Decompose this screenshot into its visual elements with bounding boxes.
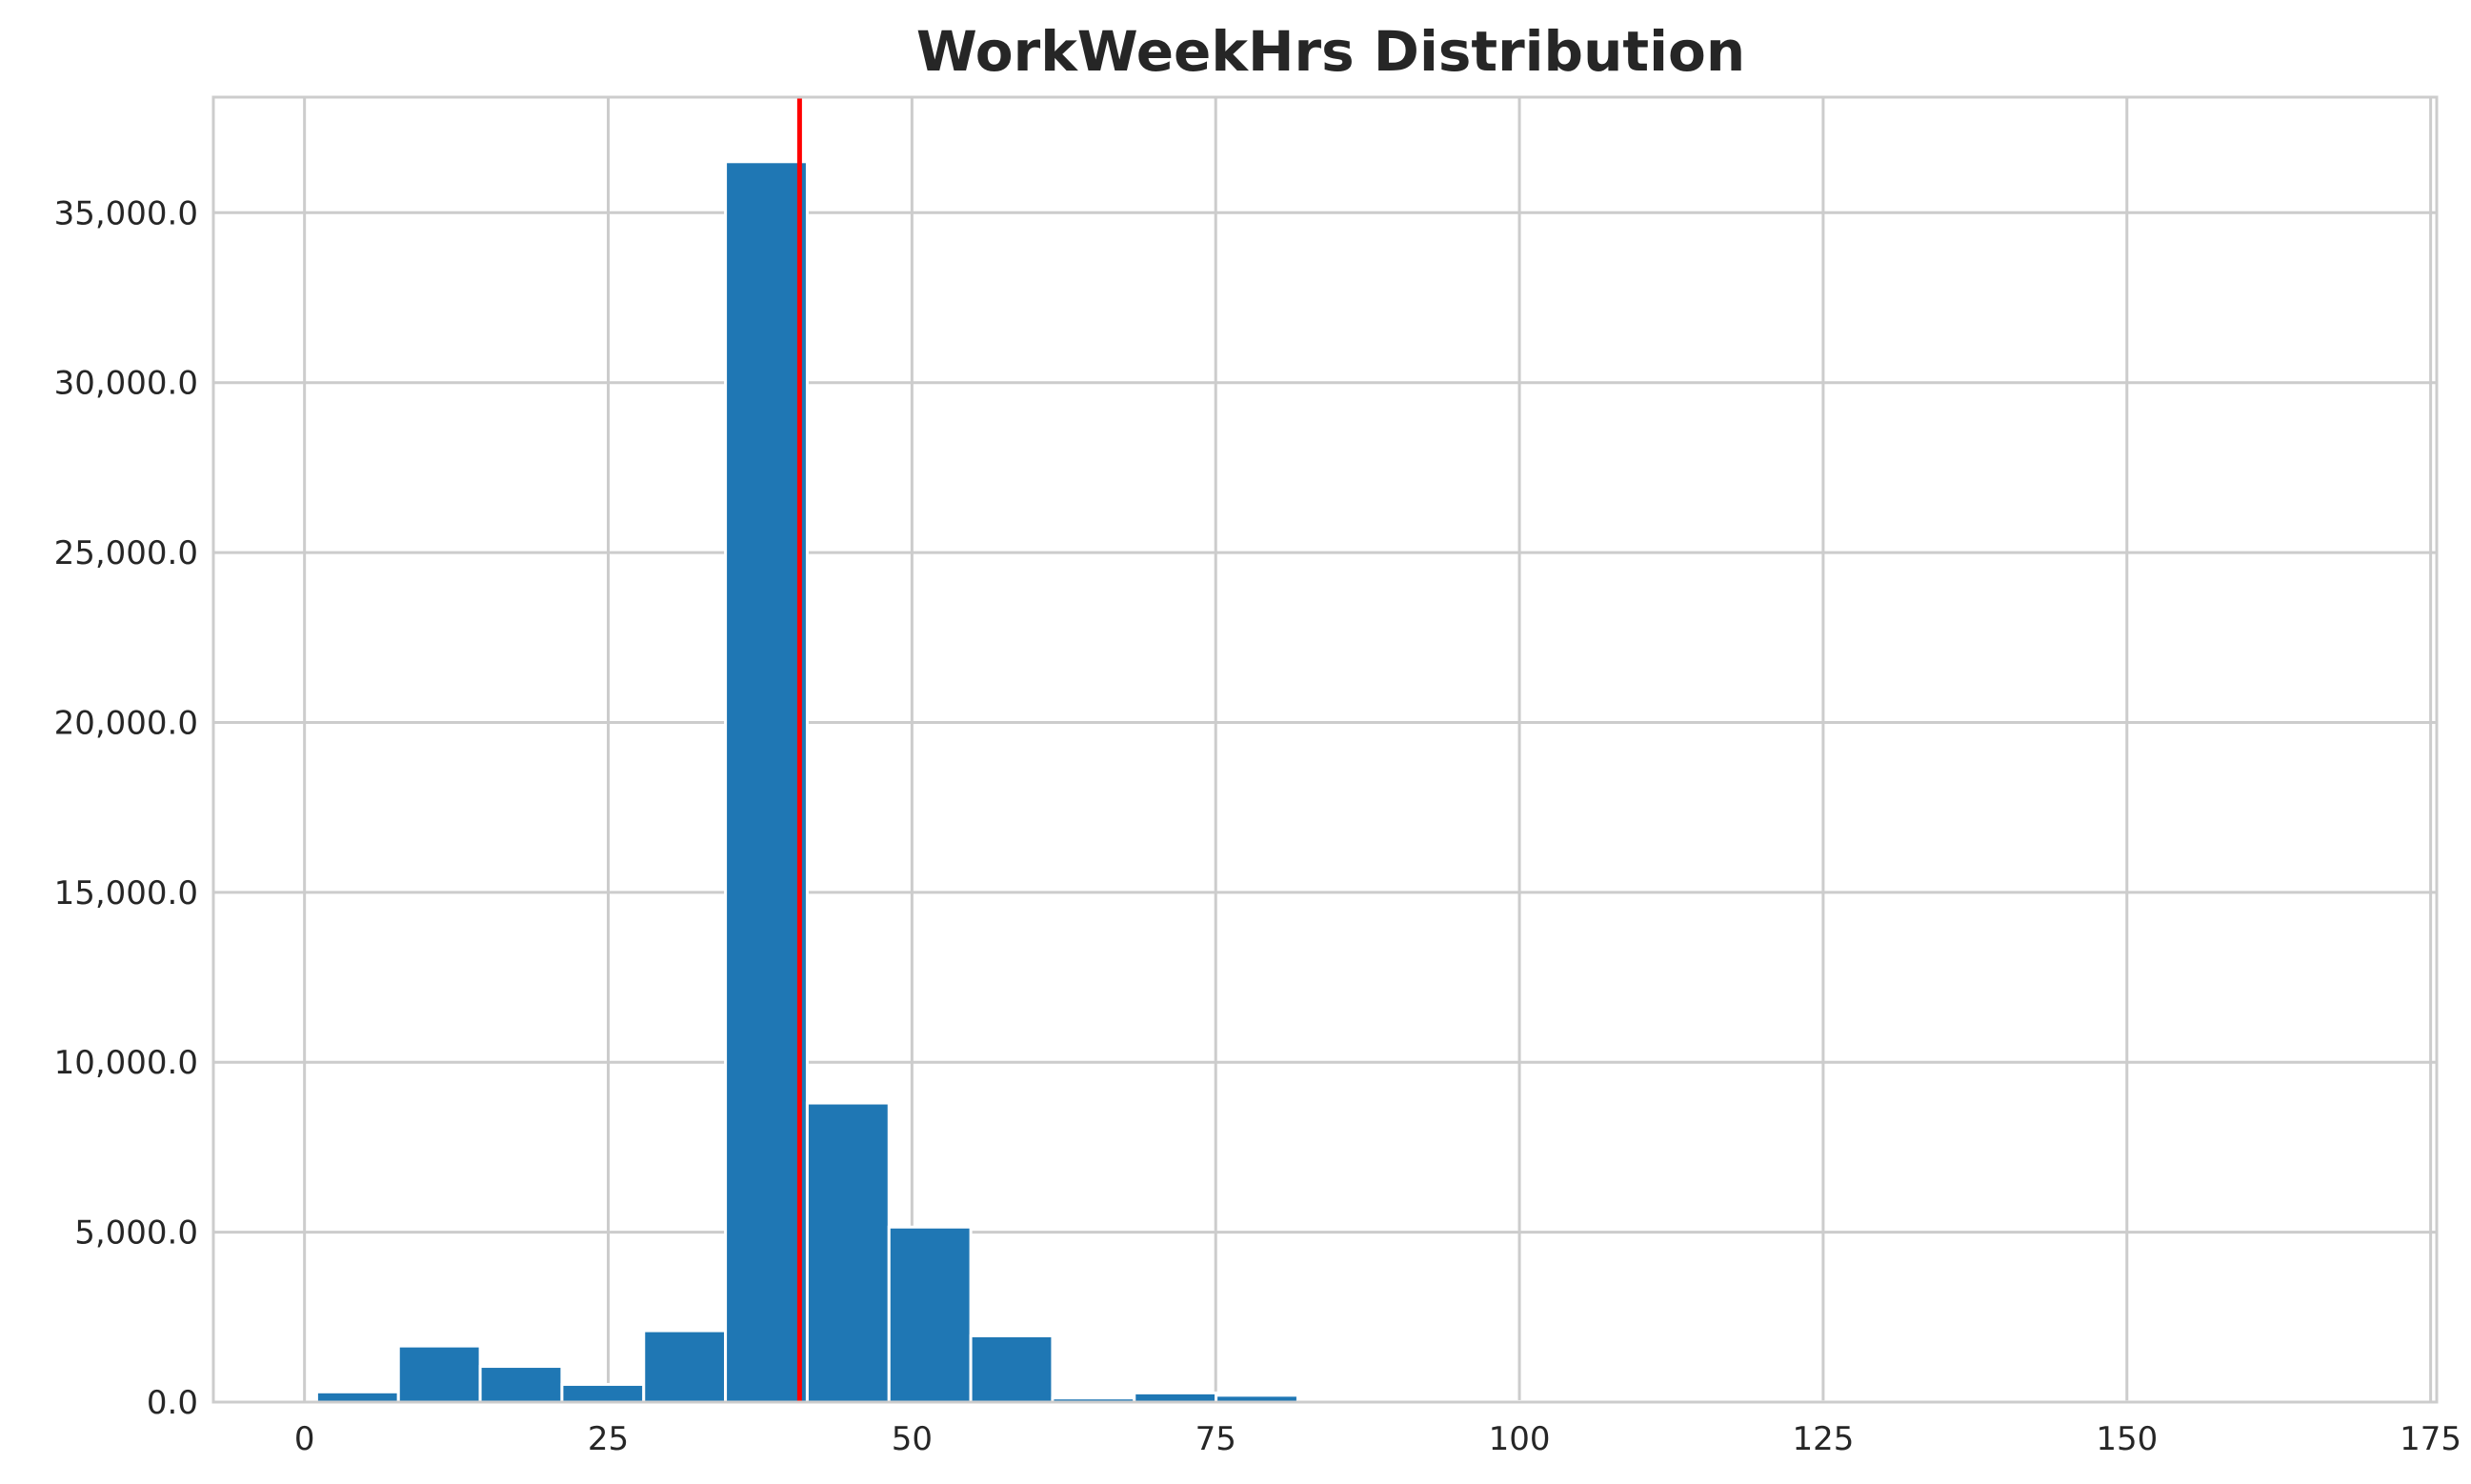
histogram-bar bbox=[969, 1334, 1055, 1404]
y-tick-label: 15,000.0 bbox=[54, 874, 198, 912]
x-tick-label: 175 bbox=[2400, 1420, 2461, 1458]
y-tick-label: 25,000.0 bbox=[54, 534, 198, 572]
histogram-bar bbox=[724, 160, 809, 1404]
histogram-bar bbox=[396, 1344, 482, 1404]
histogram-bar bbox=[560, 1382, 646, 1404]
y-tick-label: 5,000.0 bbox=[74, 1214, 198, 1253]
x-tick-label: 125 bbox=[1792, 1420, 1854, 1458]
axes-frame bbox=[211, 95, 2439, 1404]
y-axis-ticks: 0.0 5,000.0 10,000.0 15,000.0 20,000.0 25,000… bbox=[54, 194, 198, 1422]
y-tick-label: 20,000.0 bbox=[54, 704, 198, 742]
y-tick-label: 0.0 bbox=[147, 1384, 198, 1422]
x-tick-label: 25 bbox=[588, 1420, 629, 1458]
axes-border bbox=[211, 95, 2439, 1404]
chart-title: WorkWeekHrs Distribution bbox=[916, 19, 1745, 84]
grid-lines bbox=[213, 97, 2437, 1404]
y-tick-label: 30,000.0 bbox=[54, 365, 198, 403]
x-tick-label: 50 bbox=[892, 1420, 933, 1458]
histogram-bars bbox=[314, 160, 2362, 1404]
x-tick-label: 75 bbox=[1195, 1420, 1236, 1458]
histogram-bar bbox=[314, 1390, 400, 1404]
histogram-bar bbox=[887, 1225, 973, 1404]
x-tick-label: 0 bbox=[294, 1420, 315, 1458]
histogram-bar bbox=[805, 1101, 891, 1404]
y-tick-label: 35,000.0 bbox=[54, 194, 198, 232]
y-tick-label: 10,000.0 bbox=[54, 1044, 198, 1082]
histogram-bar bbox=[478, 1365, 564, 1404]
x-tick-label: 150 bbox=[2096, 1420, 2158, 1458]
x-axis-ticks: 0 25 50 75 100 125 150 175 bbox=[294, 1420, 2461, 1458]
x-tick-label: 100 bbox=[1489, 1420, 1551, 1458]
histogram-bar bbox=[642, 1329, 728, 1404]
